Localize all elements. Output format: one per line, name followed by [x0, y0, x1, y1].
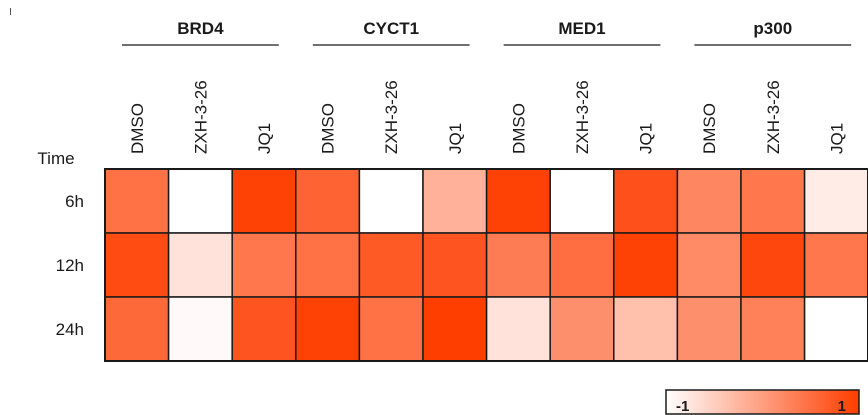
heatmap-border — [104, 168, 868, 362]
heatmap-cell-r1-c9 — [676, 232, 742, 298]
colorbar-max-label: 1 — [838, 398, 846, 415]
column-label-9: DMSO — [700, 103, 719, 154]
heatmap-cell-r2-c3 — [295, 296, 361, 362]
column-label-10: ZXH-3-26 — [764, 80, 783, 154]
heatmap-cell-r2-c8 — [613, 296, 679, 362]
column-label-0: DMSO — [128, 103, 147, 154]
heatmap-cell-r1-c10 — [740, 232, 806, 298]
column-label-6: DMSO — [509, 103, 528, 154]
column-label-2: JQ1 — [255, 123, 274, 154]
heatmap-cell-r0-c1 — [167, 168, 233, 234]
heatmap-cell-r1-c6 — [485, 232, 551, 298]
column-label-3: DMSO — [319, 103, 338, 154]
heatmap-cell-r2-c2 — [231, 296, 297, 362]
heatmap-cell-r2-c5 — [422, 296, 488, 362]
row-label-0: 6h — [65, 192, 84, 211]
column-label-11: JQ1 — [827, 123, 846, 154]
row-label-2: 24h — [56, 320, 84, 339]
heatmap-cell-r2-c1 — [167, 296, 233, 362]
heatmap-cell-r1-c4 — [358, 232, 424, 298]
column-label-1: ZXH-3-26 — [191, 80, 210, 154]
heatmap-cells — [104, 168, 868, 362]
group-header-2: MED1 — [558, 19, 605, 38]
column-labels: DMSO ZXH-3-26 JQ1 DMSO ZXH-3-26 JQ1 DMSO ZXH-3-… — [128, 80, 847, 154]
heatmap-cell-r0-c0 — [104, 168, 170, 234]
heatmap-cell-r1-c7 — [549, 232, 615, 298]
heatmap-cell-r1-c1 — [167, 232, 233, 298]
heatmap-cell-r1-c3 — [295, 232, 361, 298]
heatmap-cell-r0-c9 — [676, 168, 742, 234]
heatmap-cell-r0-c7 — [549, 168, 615, 234]
heatmap-cell-r2-c10 — [740, 296, 806, 362]
heatmap-cell-r1-c8 — [613, 232, 679, 298]
heatmap-cell-r2-c11 — [803, 296, 868, 362]
heatmap-cell-r0-c4 — [358, 168, 424, 234]
heatmap-cell-r0-c6 — [485, 168, 551, 234]
column-label-7: ZXH-3-26 — [573, 80, 592, 154]
colorbar-gradient — [665, 389, 860, 415]
heatmap-cell-r1-c5 — [422, 232, 488, 298]
column-label-4: ZXH-3-26 — [382, 80, 401, 154]
heatmap-cell-r2-c0 — [104, 296, 170, 362]
heatmap-cell-r0-c10 — [740, 168, 806, 234]
heatmap-cell-r0-c3 — [295, 168, 361, 234]
heatmap-cell-r2-c4 — [358, 296, 424, 362]
row-label-1: 12h — [56, 256, 84, 275]
heatmap-cell-r2-c9 — [676, 296, 742, 362]
heatmap-cell-r0-c5 — [422, 168, 488, 234]
heatmap-cell-r0-c11 — [803, 168, 868, 234]
colorbar-min-label: -1 — [676, 398, 689, 415]
column-label-8: JQ1 — [637, 123, 656, 154]
heatmap-cell-r2-c6 — [485, 296, 551, 362]
heatmap-cell-r0-c8 — [613, 168, 679, 234]
corner-tick-mark — [10, 8, 11, 15]
row-axis-label: Time — [37, 149, 74, 168]
group-header-3: p300 — [753, 19, 792, 38]
group-headers: BRD4 CYCT1 MED1 p300 — [122, 19, 852, 46]
group-header-0: BRD4 — [177, 19, 224, 38]
row-labels: 6h 12h 24h — [56, 192, 84, 339]
heatmap-cell-r2-c7 — [549, 296, 615, 362]
heatmap-cell-r1-c2 — [231, 232, 297, 298]
heatmap-cell-r0-c2 — [231, 168, 297, 234]
heatmap-cell-r1-c0 — [104, 232, 170, 298]
column-label-5: JQ1 — [446, 123, 465, 154]
group-header-1: CYCT1 — [363, 19, 419, 38]
colorbar: -1 1 — [665, 389, 860, 415]
heatmap-cell-r1-c11 — [803, 232, 868, 298]
